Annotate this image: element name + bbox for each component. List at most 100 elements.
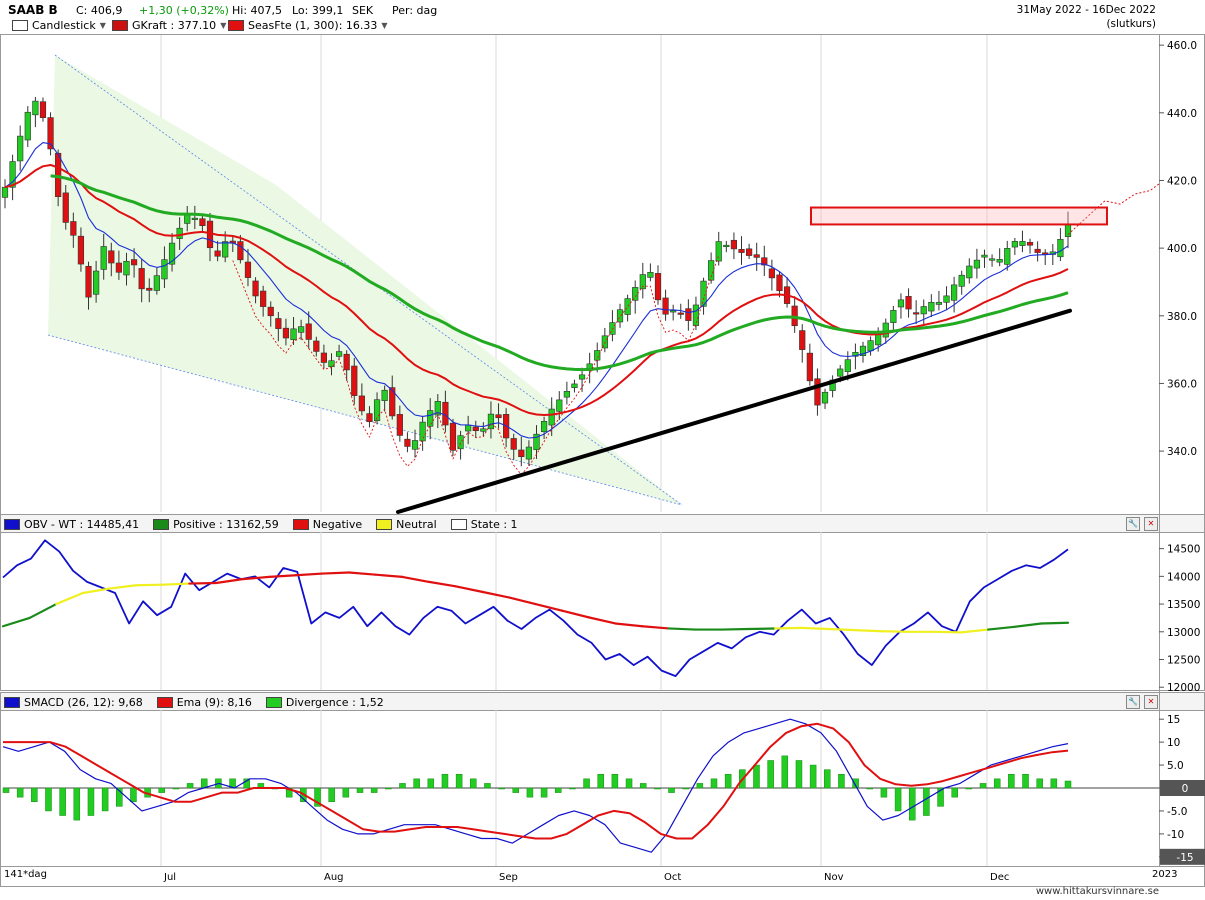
divergence-bar	[625, 778, 633, 789]
divergence-bar	[186, 783, 194, 789]
candle	[548, 408, 555, 426]
divergence-bar	[852, 778, 859, 789]
candle	[313, 340, 320, 352]
seasonality-forecast	[1067, 183, 1160, 235]
obv-signal-segment	[827, 627, 857, 632]
month-tick-label: Dec	[990, 872, 1009, 883]
candle	[905, 296, 912, 310]
candle	[632, 287, 639, 301]
obv-signal-segment	[987, 625, 1016, 631]
close-icon[interactable]: ✕	[1144, 695, 1158, 709]
candle	[920, 306, 927, 315]
chevron-down-icon[interactable]: ▼	[381, 21, 388, 30]
candle	[1057, 238, 1064, 258]
candle	[465, 424, 472, 432]
obv-signal-segment	[561, 609, 590, 619]
candle	[662, 297, 669, 315]
obv-tick-label: 14500	[1167, 544, 1200, 556]
candle	[518, 449, 525, 458]
candle	[913, 312, 920, 315]
candle	[24, 111, 31, 141]
positive-swatch	[153, 518, 170, 530]
obv-signal-segment	[188, 581, 218, 585]
candle	[806, 352, 813, 382]
obv-signal-segment	[853, 629, 883, 633]
candle	[138, 268, 145, 290]
divergence-bar	[470, 778, 477, 789]
candle	[814, 378, 821, 406]
candle	[639, 274, 646, 290]
candle	[168, 242, 176, 265]
obv-signal-segment	[294, 572, 324, 577]
macd-tick-label: -15	[1176, 852, 1193, 864]
candle	[1, 186, 9, 198]
chevron-down-icon[interactable]: ▼	[220, 21, 227, 30]
month-tick-label: Jul	[163, 872, 176, 883]
low-label: Lo: 399,1	[292, 4, 344, 17]
negative-label: Negative	[312, 517, 363, 531]
period-label: Per: dag	[392, 4, 438, 17]
candle	[715, 241, 722, 262]
divergence-bar	[314, 787, 321, 807]
divergence-bar	[1008, 773, 1015, 789]
divergence-bar	[993, 778, 1001, 789]
candle	[130, 259, 138, 266]
state-swatch	[450, 518, 467, 530]
obv-label: OBV - WT : 14485,41	[24, 517, 140, 531]
divergence-bar	[2, 787, 10, 793]
ema-swatch	[156, 696, 173, 708]
legend-gkraft[interactable]: GKraft : 377.10 ▼	[112, 19, 226, 32]
candle	[472, 426, 479, 432]
candle	[449, 422, 457, 451]
obv-signal-segment	[774, 626, 803, 630]
divergence-bar	[724, 773, 732, 789]
divergence-bar	[526, 787, 534, 798]
close-label: C: 406,9	[76, 4, 123, 17]
seasfte-label: SeasFte (1, 300): 16.33	[248, 19, 378, 32]
candle	[988, 258, 996, 261]
chevron-down-icon[interactable]: ▼	[99, 21, 106, 30]
ma-long-line	[50, 174, 1069, 372]
candle	[897, 299, 905, 308]
candle	[70, 221, 77, 236]
candle	[237, 241, 244, 261]
candle	[358, 395, 365, 412]
obv-signal-segment	[933, 630, 963, 634]
candle	[540, 421, 548, 433]
candle	[427, 410, 434, 427]
candlestick-swatch	[12, 20, 28, 31]
divergence-bar	[611, 773, 619, 789]
obv-signal-segment	[214, 578, 244, 585]
candle	[1011, 241, 1018, 248]
obv-signal-segment	[960, 628, 990, 634]
candle	[298, 326, 305, 333]
wrench-icon[interactable]: 🔧	[1126, 695, 1140, 709]
candle	[670, 310, 677, 313]
date-range: 31May 2022 - 16Dec 2022 (slutkurs)	[1017, 3, 1156, 31]
month-tick-label: Nov	[824, 872, 844, 883]
candle	[761, 257, 768, 266]
divergence-bar	[809, 764, 817, 789]
obv-signal-segment	[1013, 622, 1043, 628]
divergence-bar	[172, 787, 180, 790]
candle	[647, 271, 654, 278]
positive-label: Positive : 13162,59	[173, 517, 279, 531]
divergence-bar	[583, 778, 590, 789]
candle	[571, 383, 578, 388]
candle	[77, 235, 85, 265]
obv-signal-segment	[55, 591, 84, 606]
candle	[381, 389, 388, 401]
channel-line-lower	[47, 334, 683, 506]
candle	[62, 192, 69, 223]
close-icon[interactable]: ✕	[1144, 517, 1158, 531]
obv-signal-segment	[1040, 621, 1070, 625]
candle	[32, 100, 39, 116]
divergence-bar	[838, 773, 845, 789]
legend-candlestick[interactable]: Candlestick ▼	[12, 19, 106, 32]
obv-signal-segment	[880, 630, 910, 633]
wrench-icon[interactable]: 🔧	[1126, 517, 1140, 531]
legend-seasfte[interactable]: SeasFte (1, 300): 16.33 ▼	[228, 19, 388, 32]
divergence-bar	[1036, 778, 1043, 789]
